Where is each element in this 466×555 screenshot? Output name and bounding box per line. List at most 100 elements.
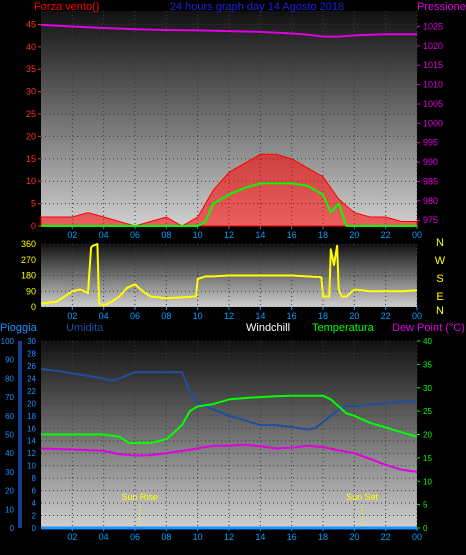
humidity-tick-label: 6 (32, 487, 37, 496)
x-tick-label: 16 (287, 230, 297, 240)
x-tick-label: 14 (255, 311, 265, 321)
compass-label: N (436, 237, 444, 249)
pressure-axis-label: Pressione (417, 1, 466, 13)
humidity-tick-label: 16 (27, 424, 36, 433)
compass-label: W (435, 255, 446, 267)
wind-tick-label: 5 (31, 199, 36, 209)
pressure-tick-label: 1000 (423, 118, 443, 128)
humidity-tick-label: 26 (27, 362, 36, 371)
x-tick-label: 14 (255, 532, 265, 542)
x-tick-label: 18 (318, 230, 328, 240)
rain-tick-label: 0 (10, 524, 15, 533)
wind_avg-line (41, 182, 417, 227)
rain-tick-label: 30 (5, 468, 14, 477)
x-tick-label: 08 (161, 311, 171, 321)
pressure-tick-label: 1020 (423, 41, 443, 51)
x-tick-label: 20 (349, 311, 359, 321)
legend-label: Windchill (246, 322, 290, 334)
rain-tick-label: 50 (5, 431, 14, 440)
humidity-line (40, 368, 418, 431)
compass-label: S (436, 273, 443, 285)
wind-tick-label: 30 (26, 87, 36, 97)
wind-tick-label: 20 (26, 131, 36, 141)
temperature-series (40, 368, 418, 530)
wind-tick-label: 15 (26, 154, 36, 164)
rain-tick-label: 90 (5, 356, 14, 365)
wind-tick-label: 40 (26, 42, 36, 52)
x-tick-label: 12 (224, 230, 234, 240)
wind-tick-label: 25 (26, 109, 36, 119)
x-tick-label: 18 (318, 532, 328, 542)
wind-pressure-ticks: 0510152025303540459759809859909951000100… (26, 11, 443, 240)
rain-tick-label: 40 (5, 449, 14, 458)
chart-title: 24 hours graph day 14 Agosto 2018 (170, 1, 344, 13)
temperature-tick-label: 20 (423, 431, 432, 440)
wind-tick-label: 35 (26, 64, 36, 74)
x-tick-label: 16 (287, 532, 297, 542)
x-tick-label: 08 (161, 230, 171, 240)
wind-direction-series (40, 243, 418, 307)
wind_direction-line (40, 243, 418, 307)
rain-tick-label: 80 (5, 374, 14, 383)
wind-tick-label: 10 (26, 176, 36, 186)
x-tick-label: 22 (381, 311, 391, 321)
x-tick-label: 18 (318, 311, 328, 321)
sun-marker-label: Sun Set (346, 492, 379, 502)
wind-axis-label: Forza vento() (34, 1, 99, 13)
direction-tick-label: 180 (21, 271, 36, 281)
x-tick-label: 16 (287, 311, 297, 321)
temperature-tick-label: 15 (423, 454, 432, 463)
temperature-tick-label: 40 (423, 337, 432, 346)
compass-label: N (436, 305, 444, 317)
x-tick-label: 06 (130, 311, 140, 321)
dew_point-line (40, 443, 418, 473)
x-tick-label: 12 (224, 311, 234, 321)
direction-tick-label: 270 (21, 255, 36, 265)
x-tick-label: 04 (99, 311, 109, 321)
direction-tick-label: 360 (21, 239, 36, 249)
humidity-tick-label: 22 (27, 387, 36, 396)
sun-annotations: Sun Rise Sun Set (121, 492, 379, 528)
x-tick-label: 20 (349, 532, 359, 542)
compass-label: E (436, 291, 443, 303)
humidity-tick-label: 14 (27, 437, 36, 446)
rain-tick-label: 100 (1, 337, 15, 346)
humidity-tick-label: 10 (27, 462, 36, 471)
x-tick-label: 00 (412, 532, 422, 542)
direction-tick-label: 90 (26, 286, 36, 296)
rain-tick-label: 60 (5, 412, 14, 421)
x-tick-label: 10 (193, 532, 203, 542)
x-tick-label: 10 (193, 311, 203, 321)
wind-pressure-series (40, 23, 418, 227)
x-tick-label: 04 (99, 230, 109, 240)
humidity-tick-label: 24 (27, 374, 36, 383)
pressure-tick-label: 995 (423, 138, 438, 148)
x-tick-label: 00 (412, 311, 422, 321)
x-tick-label: 04 (99, 532, 109, 542)
temperature-tick-label: 10 (423, 477, 432, 486)
pressure-line (40, 23, 417, 38)
x-tick-label: 22 (381, 230, 391, 240)
x-tick-label: 06 (130, 532, 140, 542)
x-tick-label: 08 (161, 532, 171, 542)
rain-scale-bar (18, 341, 22, 528)
pressure-tick-label: 985 (423, 176, 438, 186)
humidity-tick-label: 8 (32, 474, 37, 483)
wind-tick-label: 0 (31, 221, 36, 231)
pressure-tick-label: 1025 (423, 21, 443, 31)
temperature-tick-label: 25 (423, 407, 432, 416)
pressure-tick-label: 990 (423, 157, 438, 167)
pressure-tick-label: 1015 (423, 60, 443, 70)
temperature-tick-label: 0 (423, 524, 428, 533)
sun-marker-label: Sun Rise (121, 492, 158, 502)
rain-tick-label: 70 (5, 393, 14, 402)
x-tick-label: 14 (255, 230, 265, 240)
humidity-tick-label: 20 (27, 399, 36, 408)
x-tick-label: 02 (67, 230, 77, 240)
pressure-tick-label: 975 (423, 215, 438, 225)
legend-label: Umidita (66, 322, 104, 334)
x-tick-label: 02 (67, 311, 77, 321)
x-tick-label: 10 (193, 230, 203, 240)
x-tick-label: 00 (412, 230, 422, 240)
